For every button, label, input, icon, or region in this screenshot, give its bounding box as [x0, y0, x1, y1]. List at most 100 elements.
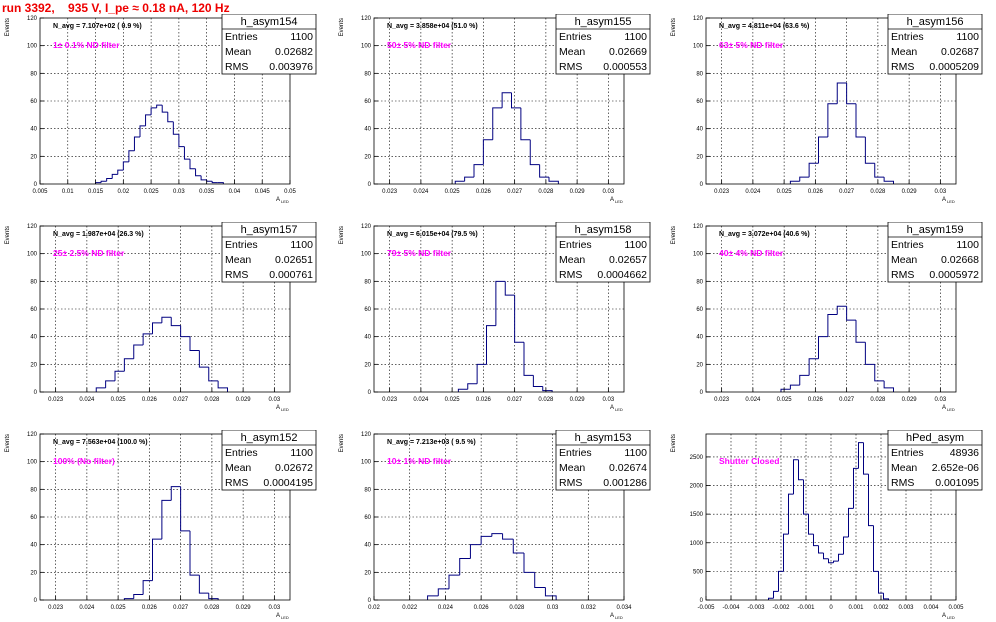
histogram-bin	[476, 363, 487, 384]
x-tick-label: 0.024	[79, 605, 95, 611]
x-tick-label: -0.004	[722, 605, 740, 611]
stats-mean-value: 0.02682	[275, 46, 313, 58]
x-tick-label: 0.023	[48, 397, 64, 403]
x-tick-label: 0.004	[923, 605, 939, 611]
histogram-bin	[855, 103, 866, 138]
x-axis-title: ALED	[610, 613, 623, 620]
y-tick-label: 2000	[690, 484, 704, 490]
x-tick-label: 0.025	[445, 397, 461, 403]
stats-entries-value: 1100	[624, 239, 647, 251]
filter-label: 79± 5% ND filter	[387, 248, 452, 258]
x-axis: 0.023 0.024 0.025 0.026 0.027 0.028 0.029 0.03	[48, 388, 281, 403]
y-axis-title: Events	[671, 434, 677, 452]
histogram-bin	[480, 535, 492, 545]
x-tick-label: 0.027	[173, 605, 189, 611]
stats-rms-label: RMS	[225, 269, 248, 281]
histogram-bin	[180, 486, 190, 532]
x-axis-title: ALED	[610, 405, 623, 412]
y-tick-label: 120	[27, 224, 38, 230]
y-tick-label: 120	[361, 432, 372, 438]
histogram-panel: 0.02 0.022 0.024 0.026 0.028 0.03 0.032 0.034 0 2…	[339, 430, 651, 620]
histogram-bin	[172, 121, 179, 135]
stats-rms-value: 0.0005209	[929, 61, 979, 73]
x-tick-label: 0.028	[509, 605, 525, 611]
stats-mean-label: Mean	[891, 462, 917, 474]
stats-box-title: hPed_asym	[906, 432, 964, 444]
x-tick-label: 0.03	[547, 605, 559, 611]
stats-box: h_asym158 Entries 1100 Mean 0.02657 RMS 0.0004…	[555, 222, 651, 283]
y-tick-label: 0	[34, 598, 38, 604]
histogram-bin	[501, 92, 512, 108]
histogram-bin	[128, 150, 135, 162]
y-axis: 0 20 40 60 80 100 120	[361, 432, 378, 604]
histogram-bin	[818, 336, 828, 359]
stats-mean-value: 0.02672	[275, 462, 313, 474]
x-tick-label: -0.003	[747, 605, 765, 611]
x-tick-label: 0.001	[848, 605, 864, 611]
y-tick-label: 80	[30, 487, 37, 493]
x-tick-label: 0.027	[507, 189, 523, 195]
histogram-bin	[473, 164, 484, 178]
x-tick-label: 0.03	[603, 189, 615, 195]
x-axis: 0.023 0.024 0.025 0.026 0.027 0.028 0.029 0.03	[382, 388, 615, 403]
histogram-bin	[167, 112, 174, 123]
stats-entries-label: Entries	[559, 447, 592, 459]
y-tick-label: 120	[693, 224, 704, 230]
histogram-series	[454, 92, 559, 184]
stats-rms-label: RMS	[559, 61, 582, 73]
stats-rms-value: 0.003976	[269, 61, 313, 73]
stats-mean-label: Mean	[225, 254, 251, 266]
stats-box-frame	[887, 430, 983, 491]
stats-box-title: h_asym153	[575, 432, 632, 444]
histogram-series	[427, 533, 557, 600]
histogram-bin	[161, 105, 168, 113]
y-tick-label: 80	[364, 279, 371, 285]
histogram-bin	[170, 486, 181, 501]
x-tick-label: 0.005	[948, 605, 964, 611]
stats-entries-label: Entries	[559, 31, 592, 43]
x-axis-title-subscript: LED	[281, 615, 289, 620]
x-tick-label: 0.025	[777, 397, 793, 403]
histogram-bin	[534, 572, 546, 589]
y-tick-label: 120	[361, 16, 372, 22]
histogram-bin	[198, 575, 209, 594]
y-tick-label: 2500	[690, 455, 704, 461]
histogram-bin	[883, 380, 894, 392]
histogram-bin	[100, 180, 107, 183]
histogram-bin	[491, 533, 503, 537]
stats-entries-label: Entries	[559, 239, 592, 251]
x-tick-label: 0.028	[870, 189, 886, 195]
stats-box: h_asym157 Entries 1100 Mean 0.02651 RMS 0.0007…	[221, 222, 317, 283]
stats-box-frame	[887, 14, 983, 75]
x-axis: 0.023 0.024 0.025 0.026 0.027 0.028 0.029 0.03	[714, 180, 947, 195]
y-tick-label: 100	[693, 252, 704, 258]
x-tick-label: 0.026	[476, 189, 492, 195]
n-avg-annotation: N_avg = 1.987e+04 (26.3 %)	[53, 231, 144, 238]
stats-box-frame	[221, 430, 317, 491]
filter-label: 50± 5% ND filter	[387, 40, 452, 50]
stats-entries-label: Entries	[891, 447, 924, 459]
stats-entries-value: 48936	[950, 447, 979, 459]
stats-box-title: h_asym157	[241, 224, 298, 236]
histogram-bin	[142, 580, 153, 595]
histogram-bin	[206, 179, 213, 182]
stats-rms-value: 0.0004662	[597, 269, 647, 281]
x-tick-label: 0.023	[714, 189, 730, 195]
stats-entries-value: 1100	[290, 31, 313, 43]
x-tick-label: 0.02	[368, 605, 380, 611]
x-axis: 0.023 0.024 0.025 0.026 0.027 0.028 0.029 0.03	[48, 596, 281, 611]
histogram-bin	[853, 467, 859, 509]
histogram-bin	[502, 533, 514, 540]
histogram-bin	[868, 474, 874, 527]
stats-rms-value: 0.001095	[935, 477, 979, 489]
histogram-bin	[773, 590, 779, 599]
histogram-bin	[836, 305, 847, 315]
histogram-series	[789, 82, 894, 184]
stats-box-frame	[555, 222, 651, 283]
histogram-bin	[803, 479, 809, 515]
y-axis: 0 20 40 60 80 100 120	[693, 16, 710, 188]
y-tick-label: 20	[364, 362, 371, 368]
histogram-bin	[532, 375, 543, 387]
histogram-series	[768, 442, 889, 600]
x-tick-label: 0.026	[142, 397, 158, 403]
